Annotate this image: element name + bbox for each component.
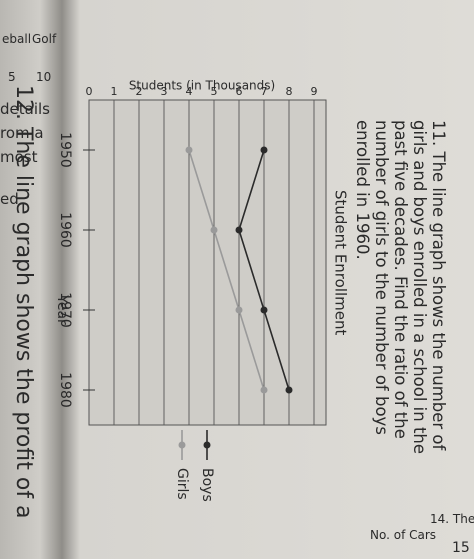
data-point bbox=[285, 386, 293, 394]
y-tick-label: 2 bbox=[136, 85, 143, 98]
fragment: Golf bbox=[32, 32, 57, 46]
fragment: 15 bbox=[452, 540, 470, 556]
y-tick-label: 4 bbox=[186, 85, 193, 98]
fragment: eball bbox=[2, 32, 32, 46]
data-point bbox=[260, 306, 268, 314]
fragment: No. of Cars bbox=[370, 528, 437, 542]
fragment: most bbox=[0, 148, 38, 166]
data-point bbox=[185, 146, 193, 154]
data-point bbox=[260, 386, 268, 394]
chart-title: Student Enrollment bbox=[332, 190, 350, 335]
fragment: details bbox=[0, 100, 50, 118]
legend-label: Boys bbox=[199, 468, 215, 502]
x-tick-label: 1960 bbox=[57, 212, 73, 248]
y-tick-label: 0 bbox=[86, 85, 93, 98]
y-tick-label: 8 bbox=[286, 85, 293, 98]
data-point bbox=[260, 146, 268, 154]
series-line bbox=[238, 149, 290, 391]
y-axis-label: Students (in Thousands) bbox=[129, 79, 275, 93]
fragment: 10 bbox=[36, 70, 52, 84]
legend-marker bbox=[178, 441, 186, 449]
y-tick-label: 3 bbox=[161, 85, 168, 98]
series-line bbox=[188, 149, 265, 391]
y-tick-label: 9 bbox=[311, 85, 318, 98]
plot-area bbox=[88, 99, 327, 426]
legend-marker bbox=[203, 441, 211, 449]
fragment: 14. The bbox=[430, 512, 474, 526]
x-tick-label: 1950 bbox=[57, 132, 73, 168]
data-point bbox=[210, 226, 218, 234]
y-tick-label: 1 bbox=[111, 85, 118, 98]
x-tick-label: 1970 bbox=[57, 292, 73, 328]
x-tick-label: 1980 bbox=[57, 372, 73, 408]
y-tick-label: 7 bbox=[261, 85, 268, 98]
fragment: ed bbox=[0, 190, 19, 208]
data-point bbox=[235, 306, 243, 314]
x-axis-label: Year bbox=[54, 294, 70, 325]
data-point bbox=[235, 226, 243, 234]
y-tick-label: 6 bbox=[236, 85, 243, 98]
fragment: 5 bbox=[8, 70, 16, 84]
fragment: rom a bbox=[0, 124, 44, 142]
legend-label: Girls bbox=[174, 468, 190, 500]
y-tick-label: 5 bbox=[211, 85, 218, 98]
